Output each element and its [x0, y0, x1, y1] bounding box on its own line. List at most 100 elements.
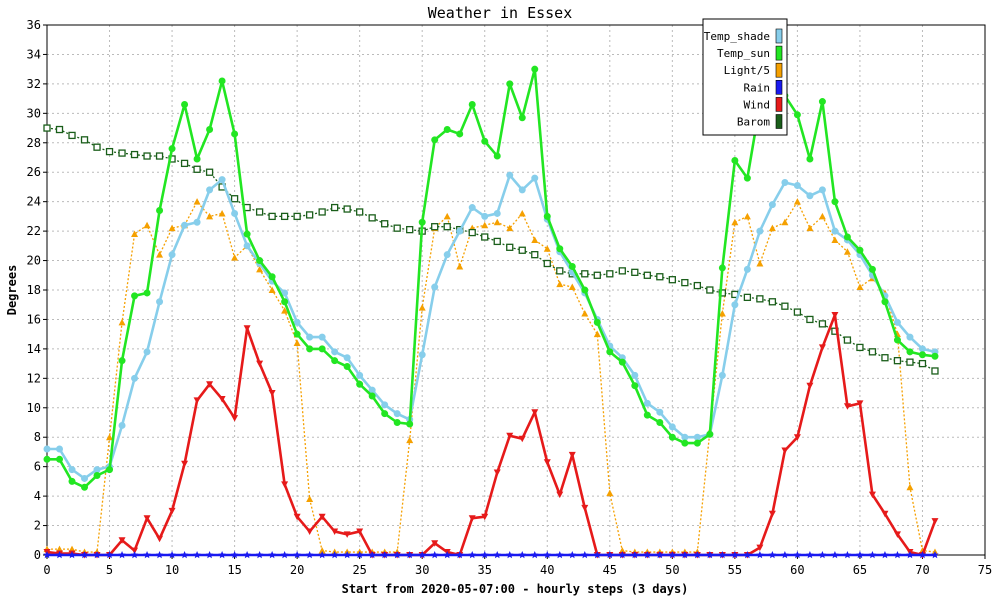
y-tick-label: 28 — [27, 136, 41, 150]
data-point-temp-shade — [356, 371, 364, 379]
data-point-rain — [268, 551, 276, 559]
data-point-temp-sun — [281, 298, 289, 306]
data-point-temp-shade — [468, 204, 476, 212]
data-point-light-5 — [593, 330, 601, 338]
data-point-wind — [756, 544, 764, 552]
data-point-barom — [706, 286, 714, 294]
data-point-temp-sun — [868, 265, 876, 273]
data-point-temp-sun — [643, 411, 651, 419]
data-point-rain — [781, 551, 789, 559]
data-point-barom — [431, 223, 439, 231]
x-tick-label: 0 — [43, 563, 50, 577]
data-point-rain — [180, 551, 189, 559]
data-point-rain — [293, 551, 301, 559]
data-point-light-5 — [306, 495, 314, 503]
data-point-barom — [368, 214, 376, 222]
data-point-rain — [105, 551, 114, 559]
data-point-rain — [706, 551, 714, 559]
data-point-temp-sun — [368, 392, 376, 400]
data-point-barom — [756, 295, 764, 303]
data-point-light-5 — [518, 209, 526, 217]
x-tick-label: 35 — [478, 563, 492, 577]
data-point-temp-sun — [731, 156, 739, 164]
data-point-temp-sun — [606, 348, 614, 356]
data-point-temp-sun — [531, 65, 539, 73]
data-point-light-5 — [568, 283, 576, 291]
data-point-rain — [443, 551, 452, 559]
chart-title: Weather in Essex — [428, 4, 573, 22]
data-point-wind — [806, 382, 814, 390]
data-point-temp-shade — [481, 212, 489, 220]
data-point-light-5 — [531, 236, 539, 243]
data-point-wind — [243, 325, 251, 332]
data-point-barom — [356, 208, 364, 216]
y-tick-label: 22 — [27, 224, 41, 238]
data-point-wind — [531, 409, 539, 416]
data-point-temp-shade — [781, 179, 789, 187]
legend-swatch — [775, 45, 783, 61]
data-point-rain — [806, 551, 814, 559]
data-point-temp-sun — [418, 218, 426, 226]
data-point-barom — [468, 228, 476, 237]
data-point-temp-shade — [393, 410, 401, 418]
series-rain — [43, 551, 939, 559]
data-point-wind — [793, 434, 801, 441]
y-tick-label: 16 — [27, 312, 41, 326]
data-point-temp-sun — [268, 273, 276, 281]
data-point-barom — [793, 308, 802, 316]
data-point-barom — [305, 211, 314, 219]
data-point-temp-sun — [831, 198, 839, 206]
data-point-temp-sun — [681, 439, 689, 447]
data-point-light-5 — [543, 245, 551, 252]
data-point-wind — [143, 515, 151, 522]
series-temp-shade — [43, 171, 939, 482]
data-point-barom — [268, 212, 276, 221]
data-point-barom — [543, 259, 551, 268]
data-point-rain — [693, 551, 702, 559]
data-point-wind — [868, 491, 876, 499]
data-point-wind — [206, 381, 214, 388]
data-point-barom — [893, 357, 902, 365]
data-point-temp-sun — [243, 230, 251, 238]
data-point-temp-sun — [193, 155, 201, 163]
x-tick-label: 40 — [540, 563, 554, 577]
data-point-light-5 — [843, 248, 851, 255]
data-point-wind — [193, 397, 201, 404]
data-point-rain — [505, 551, 514, 559]
data-point-barom — [906, 358, 914, 366]
data-point-wind — [156, 535, 164, 543]
data-point-temp-shade — [656, 408, 664, 416]
data-point-temp-shade — [643, 399, 651, 407]
data-point-barom — [180, 159, 189, 168]
data-point-rain — [530, 551, 539, 559]
data-point-temp-shade — [518, 186, 526, 194]
x-tick-label: 45 — [603, 563, 617, 577]
data-point-temp-shade — [918, 345, 926, 353]
y-tick-label: 10 — [27, 401, 41, 415]
data-point-barom — [806, 315, 814, 324]
data-point-temp-shade — [506, 171, 514, 179]
data-point-rain — [455, 551, 464, 559]
data-point-light-5 — [756, 260, 764, 267]
y-tick-label: 8 — [34, 430, 41, 444]
data-point-barom — [406, 225, 414, 234]
data-point-wind — [518, 435, 526, 443]
data-point-temp-shade — [456, 227, 464, 235]
data-point-rain — [480, 551, 489, 559]
data-point-barom — [881, 354, 889, 362]
data-point-temp-sun — [593, 318, 601, 326]
data-point-temp-sun — [893, 336, 901, 344]
data-point-wind — [581, 504, 589, 512]
data-point-rain — [118, 551, 126, 559]
y-tick-label: 26 — [27, 165, 41, 179]
legend-swatch — [775, 114, 783, 129]
data-point-temp-shade — [718, 371, 726, 379]
data-point-rain — [418, 551, 426, 559]
data-point-temp-sun — [293, 330, 301, 338]
x-tick-label: 10 — [165, 563, 179, 577]
data-point-barom — [381, 220, 389, 228]
data-point-rain — [155, 551, 164, 559]
data-point-wind — [268, 390, 276, 397]
data-point-wind — [118, 537, 126, 544]
